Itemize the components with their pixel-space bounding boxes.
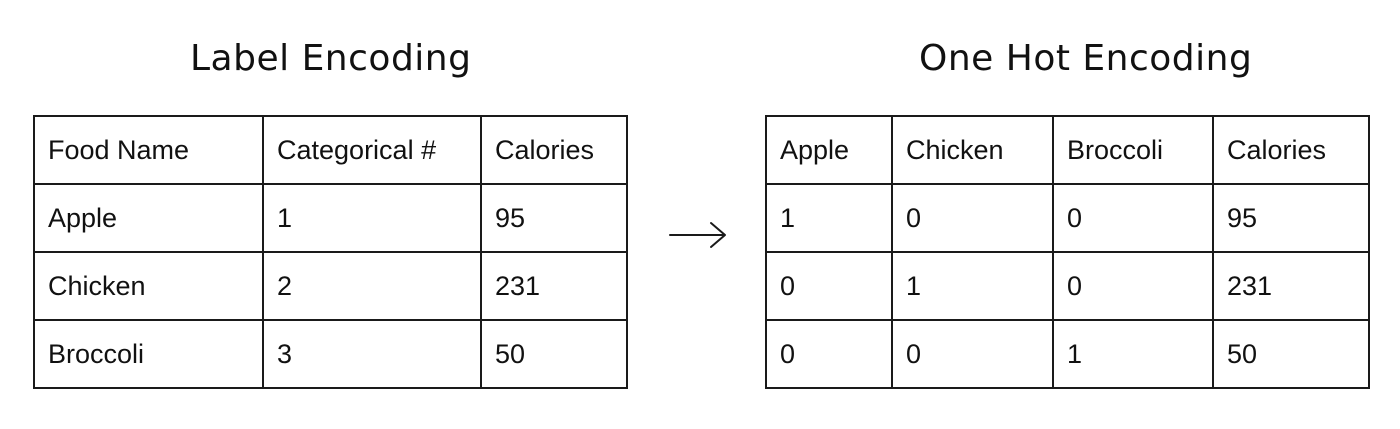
header-cell: Apple [765,115,893,185]
table-row: Apple 1 95 [33,183,628,253]
header-cell: Calories [1212,115,1370,185]
table-cell: 1 [891,251,1054,321]
label-encoding-table: Food Name Categorical # Calories Apple 1… [33,115,628,389]
label-encoding-title: Label Encoding [190,38,472,79]
table-cell: 0 [891,183,1054,253]
header-cell: Categorical # [262,115,482,185]
table-cell: Broccoli [33,319,264,389]
table-header-row: Apple Chicken Broccoli Calories [765,115,1370,185]
table-row: 1 0 0 95 [765,183,1370,253]
table-row: 0 1 0 231 [765,251,1370,321]
table-cell: 1 [262,183,482,253]
one-hot-encoding-table: Apple Chicken Broccoli Calories 1 0 0 95… [765,115,1370,389]
table-cell: 1 [1052,319,1214,389]
table-cell: 0 [765,251,893,321]
table-cell: 50 [480,319,628,389]
table-row: Chicken 2 231 [33,251,628,321]
table-cell: 231 [480,251,628,321]
header-cell: Calories [480,115,628,185]
table-cell: 0 [891,319,1054,389]
table-cell: Chicken [33,251,264,321]
one-hot-encoding-title: One Hot Encoding [919,38,1253,79]
table-cell: 1 [765,183,893,253]
header-cell: Food Name [33,115,264,185]
table-cell: 95 [1212,183,1370,253]
table-header-row: Food Name Categorical # Calories [33,115,628,185]
table-cell: 0 [1052,183,1214,253]
table-cell: 231 [1212,251,1370,321]
table-cell: 95 [480,183,628,253]
header-cell: Broccoli [1052,115,1214,185]
table-cell: 50 [1212,319,1370,389]
table-cell: 2 [262,251,482,321]
table-cell: 0 [765,319,893,389]
right-arrow-icon [669,222,726,248]
table-row: 0 0 1 50 [765,319,1370,389]
table-cell: 0 [1052,251,1214,321]
table-cell: Apple [33,183,264,253]
table-row: Broccoli 3 50 [33,319,628,389]
table-cell: 3 [262,319,482,389]
header-cell: Chicken [891,115,1054,185]
